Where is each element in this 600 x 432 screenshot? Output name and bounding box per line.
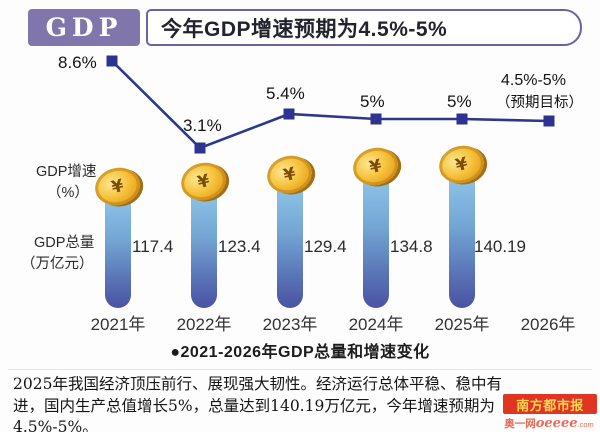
growth-label-2026: 4.5%-5% [501, 72, 566, 89]
gdp-bar-2022: ¥ [177, 158, 230, 308]
axis-label-growth-line2: （%） [47, 185, 89, 201]
yuan-symbol: ¥ [281, 163, 298, 186]
newspaper-logo: 南方都市报 [503, 394, 597, 414]
site-name: oeeee [535, 416, 578, 431]
growth-label-2022: 3.1% [183, 116, 222, 135]
chart-caption: ●2021-2026年GDP总量和增速变化 [170, 344, 430, 361]
line-point-marker-2021 [106, 55, 118, 67]
axis-label-total-line2: （万亿元） [21, 256, 94, 272]
yuan-symbol: ¥ [109, 175, 126, 198]
line-point-marker-2022 [194, 142, 206, 154]
year-label-2025: 2025年 [434, 315, 490, 334]
header-title-box: 今年GDP增速预期为4.5%-5% [146, 9, 582, 46]
axis-label-growth-line1: GDP增速 [36, 164, 97, 180]
gdp-bar-2021: ¥ [91, 163, 144, 308]
growth-line-chart [106, 55, 555, 154]
total-label-2025: 140.19 [474, 237, 526, 256]
growth-label-2021: 8.6% [58, 53, 97, 72]
growth-label-2024: 5% [360, 92, 385, 111]
newspaper-logo-text: 南方都市报 [516, 398, 584, 414]
gdp-bar-2025: ¥ [435, 141, 488, 308]
site-prefix: 奥一网 [504, 418, 536, 430]
page-title: 今年GDP增速预期为4.5%-5% [161, 17, 448, 41]
total-label-2023: 129.4 [304, 237, 347, 256]
line-point-marker-2024 [370, 113, 382, 125]
year-label-2022: 2022年 [176, 315, 232, 334]
total-label-2021: 117.4 [132, 237, 174, 256]
gdp-bar-2023: ¥ [263, 151, 316, 308]
year-label-2024: 2024年 [348, 315, 404, 334]
growth-label-2025: 5% [447, 92, 472, 111]
total-label-2022: 123.4 [218, 237, 261, 256]
yuan-symbol: ¥ [453, 153, 470, 176]
line-point-marker-2025 [456, 113, 468, 125]
footer-summary-text: 2025年我国经济顶压前行、展现强大韧性。经济运行总体平稳、稳中有进，国内生产总… [13, 375, 502, 432]
footer-divider [8, 369, 592, 370]
growth-label-2023: 5.4% [266, 84, 305, 103]
total-label-2024: 134.8 [390, 237, 433, 256]
year-label-2026: 2026年 [520, 315, 576, 334]
year-label-2021: 2021年 [90, 315, 146, 334]
growth-line [111, 60, 550, 150]
gdp-tag-label: GDP [45, 13, 123, 42]
year-label-2023: 2023年 [262, 315, 318, 334]
newspaper-site-line: 奥一网oeeee.com [499, 414, 599, 432]
yuan-symbol: ¥ [367, 155, 384, 178]
site-suffix: .com [577, 420, 594, 429]
axis-label-total-line1: GDP总量 [34, 235, 95, 251]
gdp-bar-2024: ¥ [349, 143, 402, 308]
line-point-marker-2026 [543, 115, 555, 127]
growth-target-note: （预期目标） [496, 95, 583, 111]
line-point-marker-2023 [283, 108, 295, 120]
yuan-symbol: ¥ [195, 170, 212, 193]
gdp-tag-badge: GDP [28, 9, 140, 46]
